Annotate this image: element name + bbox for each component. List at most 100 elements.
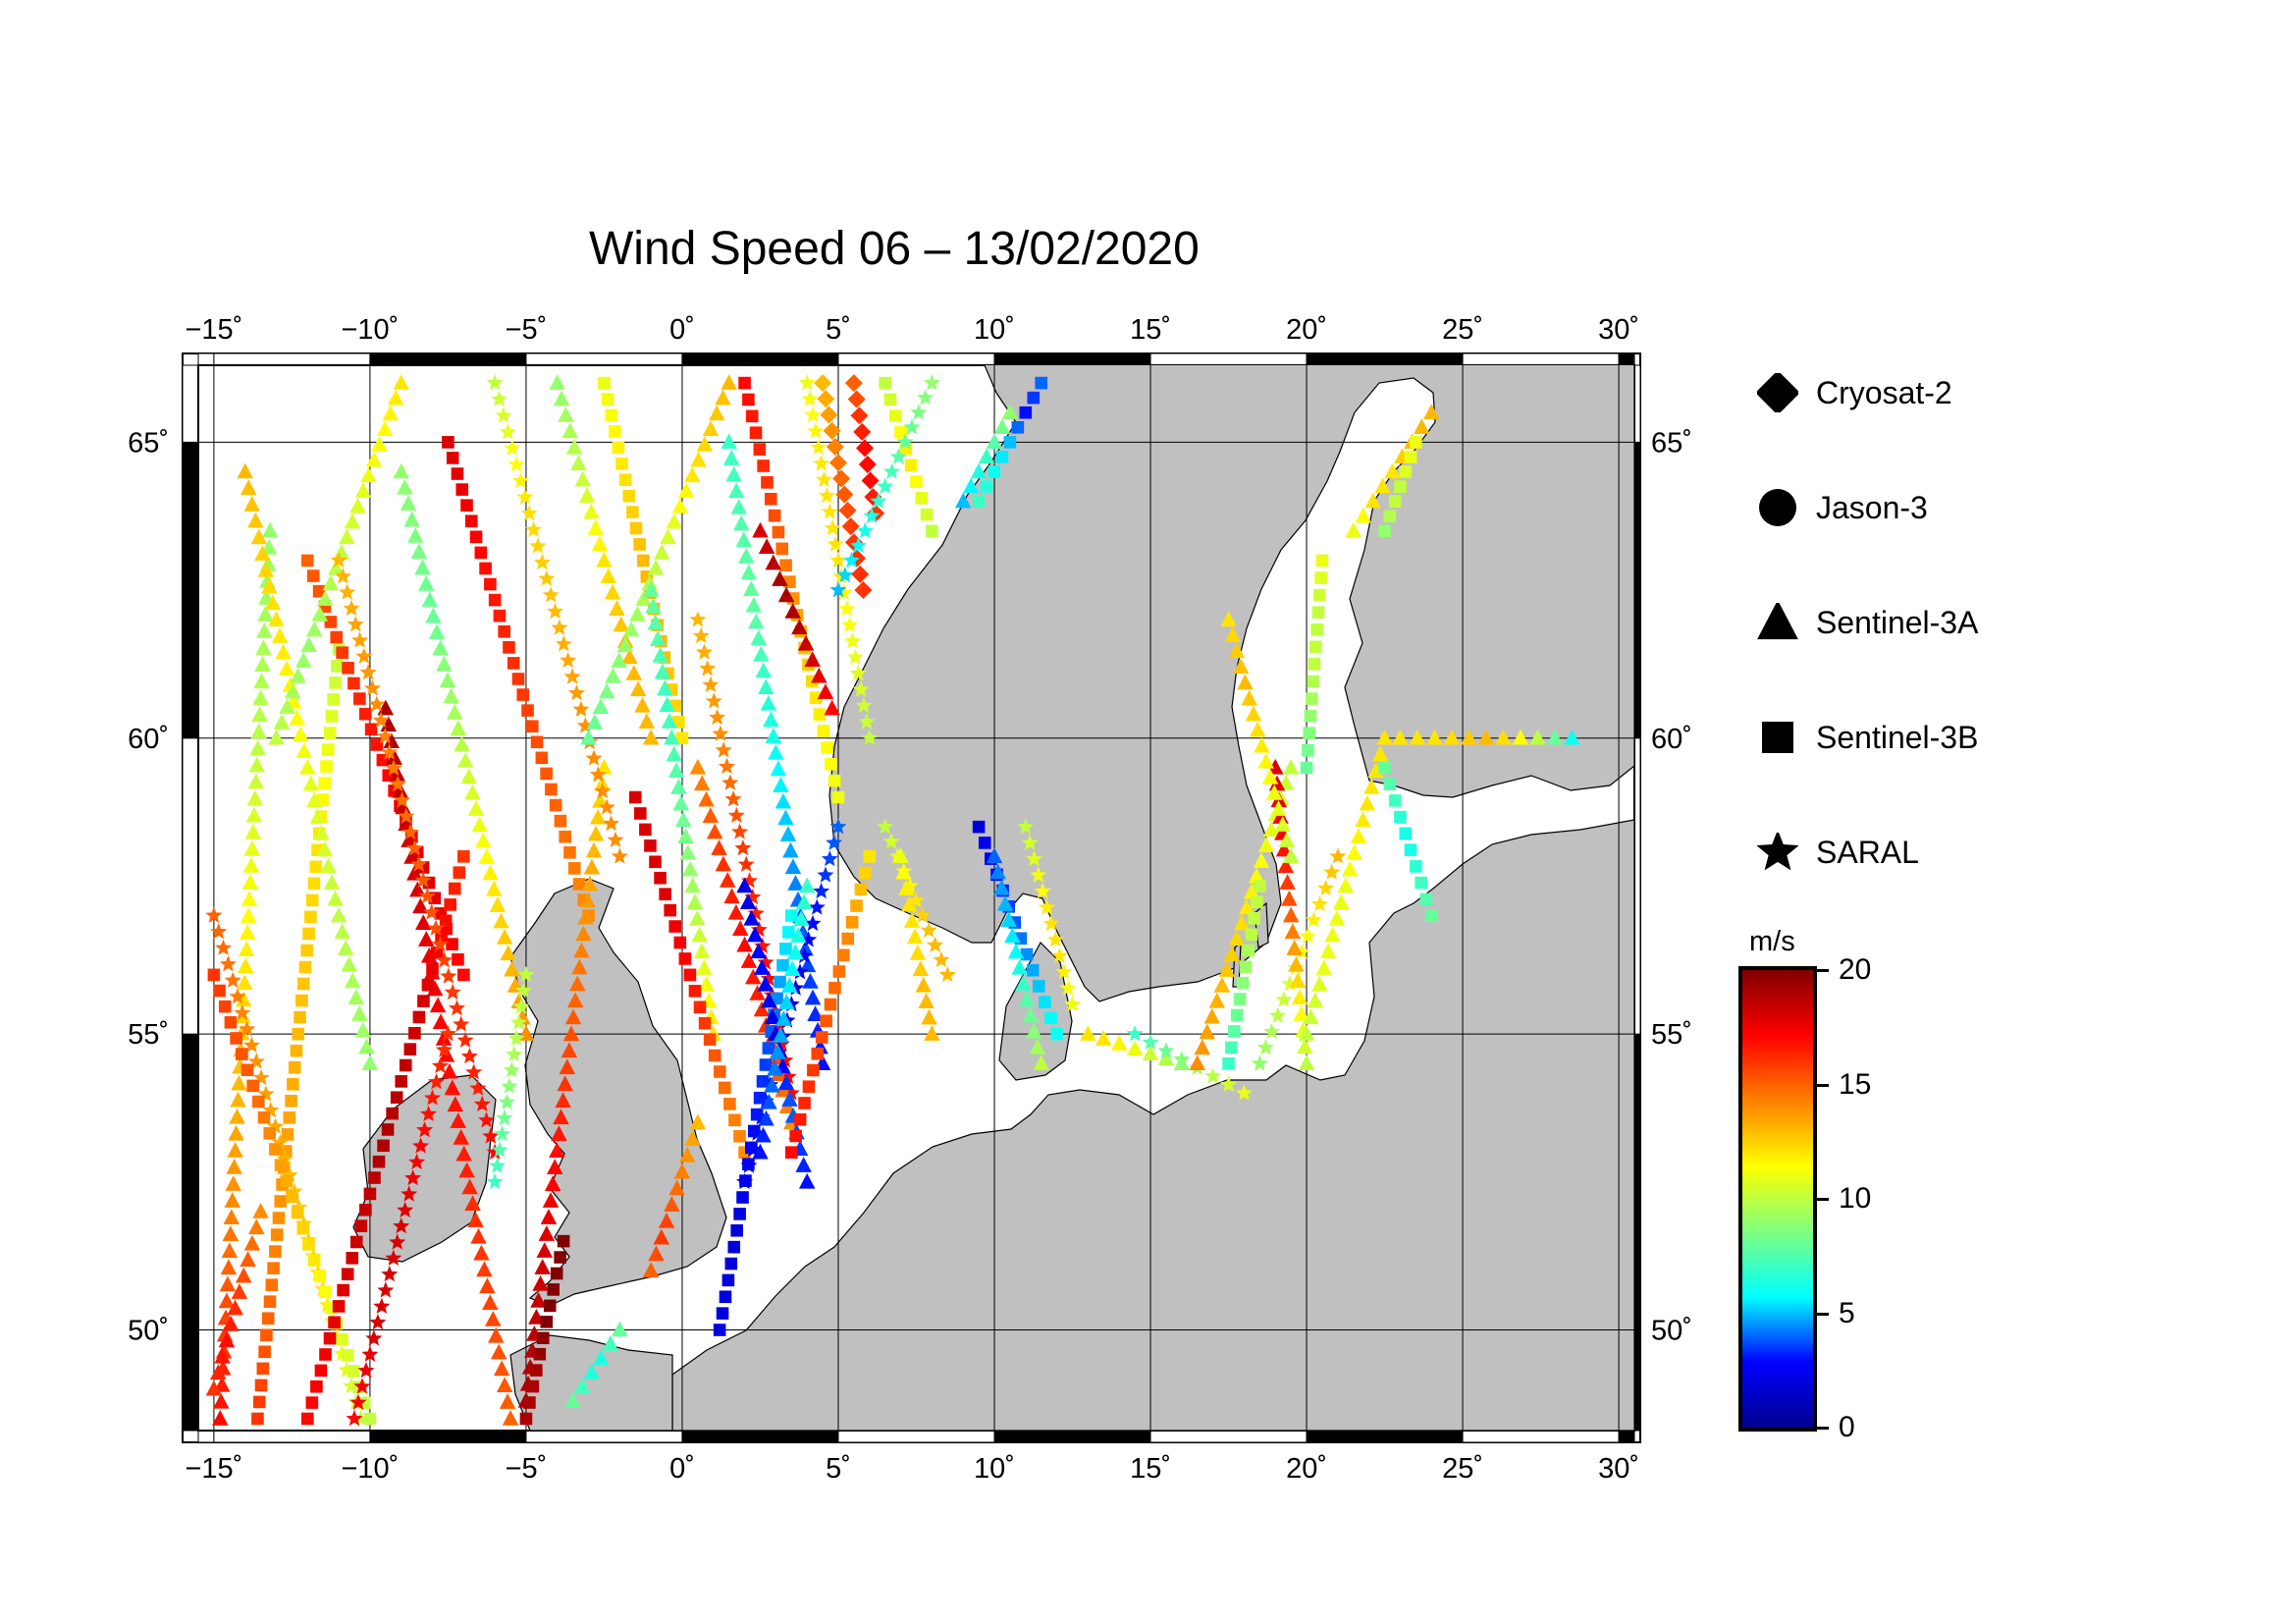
wind-marker-triangle bbox=[439, 672, 456, 687]
wind-marker-square bbox=[557, 1234, 570, 1248]
wind-marker-star bbox=[838, 600, 856, 617]
wind-marker-triangle bbox=[339, 528, 355, 545]
wind-marker-star bbox=[499, 423, 516, 440]
wind-marker-star bbox=[705, 692, 722, 709]
legend-item: Jason-3 bbox=[1757, 488, 1928, 527]
wind-marker-square bbox=[831, 790, 845, 804]
wind-marker-triangle bbox=[1241, 689, 1257, 706]
wind-marker-square bbox=[313, 1270, 327, 1282]
wind-marker-triangle bbox=[261, 521, 279, 538]
wind-marker-triangle bbox=[575, 925, 592, 942]
wind-marker-triangle bbox=[392, 782, 408, 798]
wind-marker-triangle bbox=[403, 848, 420, 864]
wind-marker-square bbox=[1225, 1041, 1238, 1055]
wind-marker-diamond bbox=[850, 406, 869, 425]
wind-marker-triangle bbox=[921, 1008, 937, 1025]
wind-marker-triangle bbox=[996, 894, 1014, 911]
frame-bar-top bbox=[1462, 352, 1620, 366]
wind-marker-triangle bbox=[1243, 883, 1260, 899]
wind-marker-square bbox=[639, 823, 652, 837]
wind-marker-star bbox=[547, 602, 564, 620]
wind-marker-square bbox=[363, 1412, 377, 1426]
wind-marker-triangle bbox=[220, 1259, 238, 1275]
wind-marker-triangle bbox=[464, 1195, 481, 1212]
wind-marker-triangle bbox=[1213, 976, 1231, 993]
wind-marker-square bbox=[453, 866, 466, 879]
wind-marker-star bbox=[1329, 847, 1347, 864]
wind-marker-star bbox=[361, 1345, 379, 1362]
wind-marker-triangle bbox=[1029, 1039, 1046, 1055]
wind-marker-triangle bbox=[691, 926, 708, 943]
wind-marker-star bbox=[1173, 1051, 1191, 1067]
circle-symbol bbox=[1759, 489, 1796, 526]
wind-marker-square bbox=[421, 978, 435, 992]
wind-marker-triangle bbox=[600, 568, 617, 584]
lon-tick-label-bottom: 5˚ bbox=[826, 1453, 851, 1485]
wind-marker-triangle bbox=[240, 907, 257, 923]
wind-marker-star bbox=[813, 882, 830, 899]
wind-marker-star bbox=[1263, 1022, 1281, 1040]
wind-marker-triangle bbox=[461, 1178, 478, 1195]
wind-marker-triangle bbox=[755, 662, 773, 678]
wind-marker-triangle bbox=[334, 923, 350, 940]
lat-tick-label-right: 65˚ bbox=[1651, 427, 1692, 459]
wind-marker-triangle bbox=[569, 975, 586, 992]
frame-bar-bottom bbox=[1306, 1430, 1464, 1443]
wind-marker-square bbox=[390, 1091, 403, 1105]
colorbar-tick-label: 5 bbox=[1839, 1296, 1855, 1329]
wind-marker-triangle bbox=[1270, 800, 1287, 816]
wind-marker-square bbox=[310, 1380, 323, 1393]
wind-marker-triangle bbox=[238, 941, 255, 957]
wind-marker-triangle bbox=[236, 991, 252, 1007]
wind-marker-square bbox=[753, 443, 767, 456]
wind-marker-triangle bbox=[768, 743, 784, 760]
wind-marker-star bbox=[721, 774, 739, 790]
wind-marker-triangle bbox=[1142, 1045, 1159, 1060]
lon-tick-label-top: 30˚ bbox=[1598, 314, 1639, 346]
wind-marker-star bbox=[376, 728, 394, 744]
wind-marker-triangle bbox=[609, 600, 625, 616]
wind-marker-triangle bbox=[218, 1331, 236, 1348]
wind-marker-triangle bbox=[773, 777, 789, 792]
wind-marker-square bbox=[331, 660, 344, 673]
wind-marker-triangle bbox=[1409, 729, 1426, 745]
wind-marker-triangle bbox=[596, 758, 613, 775]
wind-marker-square bbox=[894, 426, 907, 439]
wind-marker-triangle bbox=[236, 974, 253, 991]
wind-marker-triangle bbox=[777, 809, 794, 826]
wind-marker-triangle bbox=[564, 1391, 581, 1408]
wind-marker-triangle bbox=[702, 807, 720, 823]
wind-marker-square bbox=[301, 554, 314, 568]
frame-bar-left bbox=[182, 1033, 199, 1331]
wind-marker-star bbox=[835, 583, 853, 601]
wind-marker-triangle bbox=[251, 706, 268, 723]
wind-marker-triangle bbox=[417, 931, 435, 947]
wind-marker-star bbox=[377, 1281, 395, 1298]
wind-marker-square bbox=[703, 1033, 717, 1046]
frame-bar-bottom bbox=[681, 1430, 839, 1443]
wind-marker-triangle bbox=[347, 989, 365, 1005]
legend-label: Sentinel-3B bbox=[1816, 719, 1979, 755]
wind-marker-star bbox=[734, 839, 752, 856]
wind-marker-triangle bbox=[909, 944, 927, 960]
wind-marker-triangle bbox=[598, 682, 615, 699]
wind-marker-square bbox=[312, 584, 326, 598]
wind-marker-triangle bbox=[1512, 729, 1529, 745]
wind-marker-triangle bbox=[915, 976, 932, 993]
wind-marker-star bbox=[368, 695, 386, 712]
wind-marker-square bbox=[305, 1396, 319, 1409]
wind-marker-square bbox=[563, 845, 576, 859]
wind-marker-square bbox=[336, 1332, 348, 1346]
wind-marker-star bbox=[517, 965, 535, 983]
wind-marker-triangle bbox=[689, 1113, 707, 1130]
wind-marker-triangle bbox=[807, 1005, 824, 1022]
wind-marker-square bbox=[1378, 761, 1391, 775]
wind-marker-diamond bbox=[858, 455, 877, 473]
wind-marker-triangle bbox=[412, 897, 429, 914]
lon-tick-label-bottom: 10˚ bbox=[974, 1453, 1015, 1485]
lat-tick-label-left: 50˚ bbox=[128, 1316, 169, 1347]
wind-marker-square bbox=[263, 1295, 277, 1308]
wind-marker-square bbox=[521, 704, 534, 717]
wind-marker-triangle bbox=[403, 511, 420, 527]
wind-marker-triangle bbox=[212, 1409, 229, 1426]
